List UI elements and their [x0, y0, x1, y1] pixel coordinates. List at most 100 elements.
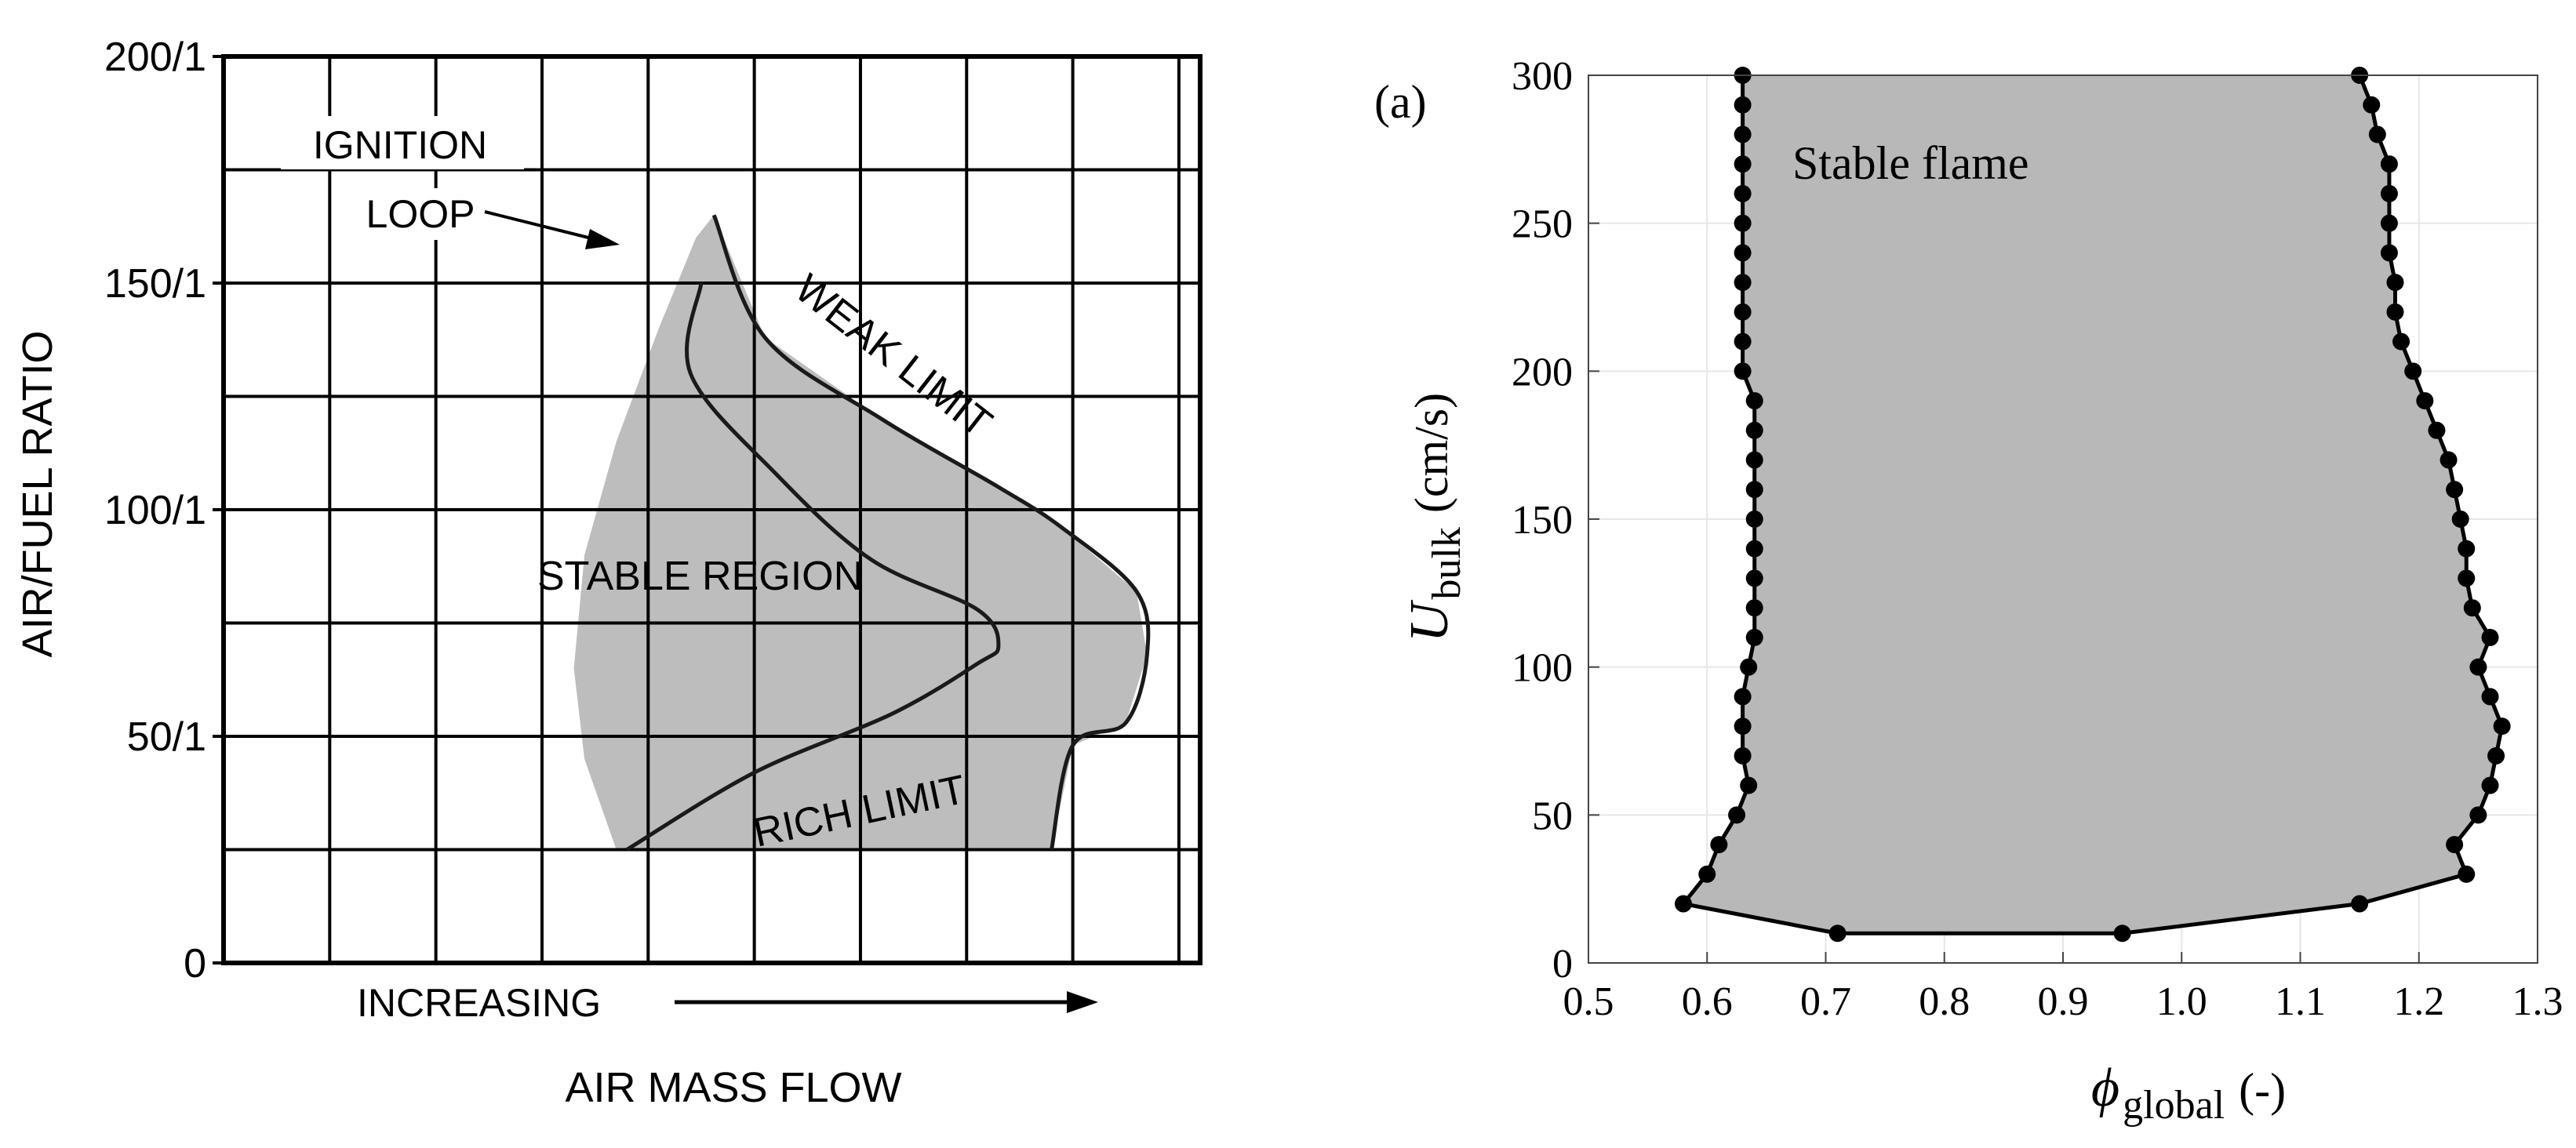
- x-axis-subscript: global: [2123, 1083, 2225, 1128]
- right-y-tick-label: 0: [1552, 942, 1573, 986]
- left-x-axis-label: AIR MASS FLOW: [565, 1064, 901, 1111]
- panel-label: (a): [1374, 76, 1427, 128]
- y-axis-subscript: bulk: [1424, 527, 1469, 599]
- rich-limit-point: [2363, 96, 2381, 114]
- rich-limit-point: [2481, 688, 2499, 706]
- rich-limit-point: [2392, 332, 2410, 351]
- right-tick-marks: [1588, 74, 2538, 964]
- lean-limit-point: [1745, 539, 1763, 558]
- lean-limit-point: [1734, 155, 1752, 173]
- lean-limit-point: [1828, 925, 1846, 943]
- right-x-tick-label: 1.0: [2156, 979, 2207, 1024]
- ignition-loop-curve: [625, 282, 1001, 852]
- left-y-tick-labels: 0 50/1 100/1 150/1 200/1: [104, 35, 224, 986]
- right-x-tick-label: 0.9: [2038, 979, 2089, 1024]
- left-y-axis-label: AIR/FUEL RATIO: [14, 330, 61, 657]
- y-axis-symbol: U: [1399, 599, 1460, 642]
- rich-limit-point: [2458, 539, 2476, 558]
- rich-limit-point: [2386, 303, 2404, 321]
- lean-limit-point: [1734, 274, 1752, 292]
- lean-limit-point: [1745, 510, 1763, 528]
- left-x-arrow-label: INCREASING: [357, 981, 601, 1025]
- increasing-arrow-icon: [675, 991, 1098, 1013]
- right-y-tick-label: 50: [1532, 794, 1573, 838]
- rich-limit-point: [2351, 895, 2369, 913]
- rich-limit-point: [2380, 155, 2398, 173]
- right-x-tick-label: 0.6: [1682, 979, 1733, 1024]
- right-y-tick-label: 150: [1512, 498, 1573, 543]
- x-axis-symbol: ϕ: [2091, 1058, 2119, 1118]
- right-x-tick-label: 1.1: [2275, 979, 2326, 1024]
- right-y-tick-label: 100: [1512, 646, 1573, 691]
- lean-limit-point: [1698, 865, 1716, 883]
- rich-limit-point: [2451, 510, 2469, 528]
- left-chart: 0 50/1 100/1 150/1 200/1 AIR/FUEL RATIO INCR…: [14, 35, 1202, 1111]
- left-y-tick-label: 50/1: [127, 714, 206, 760]
- lean-limit-point: [1734, 747, 1752, 765]
- rich-limit-point: [2446, 481, 2464, 499]
- rich-limit-point: [2458, 569, 2476, 587]
- lean-limit-point: [1740, 658, 1758, 676]
- rich-limit-point: [2113, 925, 2131, 943]
- loop-label-backdrop: [361, 188, 478, 240]
- lean-limit-point: [1734, 332, 1752, 351]
- loop-label: LOOP: [366, 192, 475, 236]
- lean-limit-point: [1710, 836, 1728, 854]
- stable-flame-fill-layer: [1683, 75, 2502, 934]
- rich-limit-point: [2380, 184, 2398, 202]
- rich-limit-point: [2458, 865, 2476, 883]
- lean-limit-point: [1734, 125, 1752, 144]
- lean-limit-point: [1734, 214, 1752, 232]
- rich-limit-point: [2481, 628, 2499, 646]
- right-y-axis-label: U bulk (cm/s): [1399, 393, 1469, 642]
- rich-limit-point: [2493, 718, 2511, 736]
- right-x-tick-labels: 0.5 0.6 0.7 0.8 0.9 1.0 1.1 1.2 1.3: [1563, 979, 2563, 1024]
- lean-limit-point: [1745, 392, 1763, 410]
- lean-limit-point: [1745, 421, 1763, 439]
- right-x-tick-label: 1.3: [2512, 979, 2563, 1024]
- lean-limit-point: [1740, 776, 1758, 794]
- rich-limit-point: [2416, 392, 2434, 410]
- lean-limit-point: [1734, 96, 1752, 114]
- lean-limit-point: [1675, 895, 1692, 913]
- lean-limit-point: [1745, 451, 1763, 469]
- x-axis-unit: (-): [2239, 1064, 2286, 1116]
- right-series-markers: [1675, 67, 2511, 943]
- left-y-tick-label: 200/1: [104, 35, 206, 80]
- lean-limit-point: [1745, 481, 1763, 499]
- left-y-tick-label: 150/1: [104, 261, 206, 307]
- rich-limit-point: [2380, 244, 2398, 262]
- right-x-axis-label: ϕ global (-): [2091, 1058, 2286, 1128]
- lean-limit-point: [1734, 362, 1752, 380]
- rich-limit-point: [2440, 451, 2458, 469]
- lean-limit-point: [1745, 569, 1763, 587]
- left-y-tick-label: 100/1: [104, 488, 206, 533]
- y-axis-unit: (cm/s): [1406, 393, 1457, 513]
- rich-limit-point: [2386, 274, 2404, 292]
- lean-limit-point: [1728, 806, 1746, 824]
- right-x-tick-label: 0.7: [1800, 979, 1851, 1024]
- lean-limit-point: [1745, 599, 1763, 617]
- left-grid: [224, 56, 1200, 963]
- rich-limit-point: [2469, 658, 2487, 676]
- lean-limit-point: [1734, 184, 1752, 202]
- right-chart: 0.5 0.6 0.7 0.8 0.9 1.0 1.1 1.2 1.3 0 50 100 150 200…: [1374, 54, 2563, 1128]
- weak-rich-limit-curve: [711, 214, 1151, 850]
- rich-limit-point: [2481, 776, 2499, 794]
- lean-limit-point: [1734, 718, 1752, 736]
- rich-limit-point: [2446, 836, 2464, 854]
- rich-limit-point: [2463, 599, 2481, 617]
- right-y-tick-labels: 0 50 100 150 200 250 300: [1512, 54, 1573, 986]
- right-y-tick-label: 300: [1512, 54, 1573, 99]
- rich-limit-point: [2380, 214, 2398, 232]
- lean-limit-point: [1734, 244, 1752, 262]
- lean-limit-point: [1734, 303, 1752, 321]
- rich-limit-point: [2428, 421, 2446, 439]
- lean-limit-point: [1745, 628, 1763, 646]
- right-y-tick-label: 250: [1512, 202, 1573, 247]
- right-x-tick-label: 0.5: [1563, 979, 1614, 1024]
- stable-flame-area: [1683, 75, 2502, 934]
- rich-limit-point: [2368, 125, 2386, 144]
- rich-limit-point: [2404, 362, 2422, 380]
